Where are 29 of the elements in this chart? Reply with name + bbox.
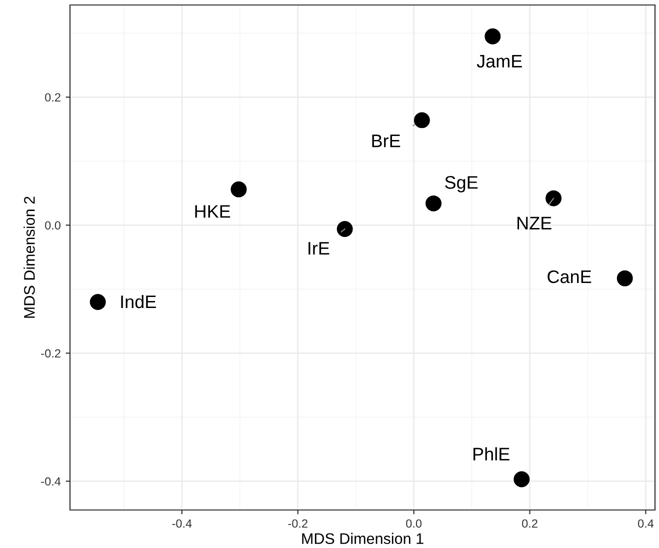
- x-tick-label: -0.2: [288, 519, 308, 528]
- data-label: PhlE: [474, 447, 510, 460]
- data-label: BrE: [372, 134, 400, 148]
- point: [426, 195, 442, 212]
- x-axis-title: MDS Dimension 1: [302, 532, 424, 544]
- y-tick-label: -0.4: [41, 477, 61, 486]
- point: [414, 112, 430, 128]
- data-label: IrE: [308, 242, 330, 255]
- data-label: CanE: [548, 270, 592, 284]
- y-axis-title: MDS Dimension 2: [24, 196, 35, 318]
- data-label: NZE: [518, 216, 552, 230]
- point: [514, 471, 530, 488]
- x-tick-label: 0.2: [522, 519, 538, 528]
- point: [336, 221, 353, 237]
- data-label: JamE: [476, 55, 522, 68]
- x-tick-label: 0.0: [406, 519, 422, 528]
- data-label: IndE: [121, 294, 156, 308]
- point: [90, 294, 106, 310]
- y-tick-label: 0.2: [45, 93, 60, 102]
- y-tick-label: 0.0: [45, 221, 61, 230]
- point: [230, 181, 247, 198]
- data-label: HKE: [195, 205, 230, 218]
- data-label: SgE: [445, 176, 478, 192]
- point: [616, 270, 633, 286]
- y-tick-label: -0.2: [41, 349, 60, 358]
- x-tick-label: 0.4: [638, 519, 654, 528]
- point: [546, 190, 562, 206]
- point: [484, 28, 501, 44]
- x-tick-label: -0.4: [172, 519, 192, 528]
